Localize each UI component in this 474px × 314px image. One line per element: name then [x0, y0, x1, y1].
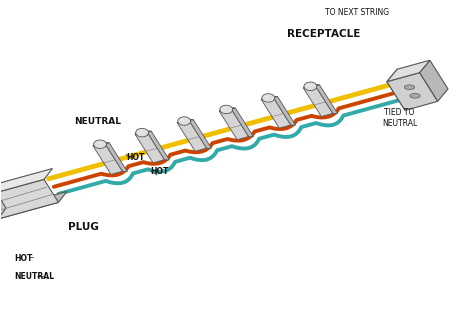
Polygon shape — [387, 60, 430, 82]
Polygon shape — [261, 96, 277, 100]
Polygon shape — [188, 119, 211, 149]
Polygon shape — [146, 131, 169, 160]
Ellipse shape — [262, 94, 275, 102]
Polygon shape — [135, 131, 151, 134]
Polygon shape — [219, 108, 236, 111]
Polygon shape — [303, 85, 319, 88]
Polygon shape — [0, 179, 58, 219]
Polygon shape — [135, 131, 164, 163]
Ellipse shape — [410, 94, 420, 98]
Ellipse shape — [139, 131, 142, 132]
Text: NEUTRAL: NEUTRAL — [15, 272, 55, 281]
Text: RECEPTACLE: RECEPTACLE — [288, 29, 361, 39]
Text: HOT: HOT — [15, 254, 33, 263]
Polygon shape — [261, 96, 291, 128]
Polygon shape — [315, 85, 337, 114]
Text: TIED TO
NEUTRAL: TIED TO NEUTRAL — [382, 108, 417, 128]
Ellipse shape — [136, 128, 148, 137]
Ellipse shape — [265, 96, 269, 97]
Polygon shape — [303, 85, 333, 116]
Text: HOT: HOT — [127, 153, 145, 161]
Ellipse shape — [93, 140, 107, 149]
Text: HOT: HOT — [150, 166, 168, 176]
Polygon shape — [0, 169, 53, 196]
Polygon shape — [387, 69, 415, 111]
Ellipse shape — [308, 84, 310, 86]
Polygon shape — [104, 143, 128, 171]
Polygon shape — [93, 143, 109, 146]
Text: NEUTRAL: NEUTRAL — [74, 117, 121, 126]
Ellipse shape — [181, 119, 184, 121]
Text: TO NEXT STRING: TO NEXT STRING — [325, 8, 389, 17]
Polygon shape — [0, 192, 67, 219]
Ellipse shape — [223, 107, 227, 109]
Polygon shape — [177, 119, 207, 151]
Polygon shape — [419, 60, 448, 101]
Polygon shape — [177, 119, 193, 123]
Ellipse shape — [178, 117, 191, 125]
Polygon shape — [387, 73, 438, 111]
Polygon shape — [273, 96, 296, 125]
Text: PLUG: PLUG — [68, 222, 99, 232]
Polygon shape — [230, 108, 254, 137]
Ellipse shape — [97, 142, 100, 144]
Ellipse shape — [220, 105, 233, 114]
Polygon shape — [93, 143, 122, 175]
Ellipse shape — [404, 85, 415, 89]
Polygon shape — [0, 185, 6, 219]
Polygon shape — [219, 108, 248, 140]
Ellipse shape — [304, 82, 317, 90]
